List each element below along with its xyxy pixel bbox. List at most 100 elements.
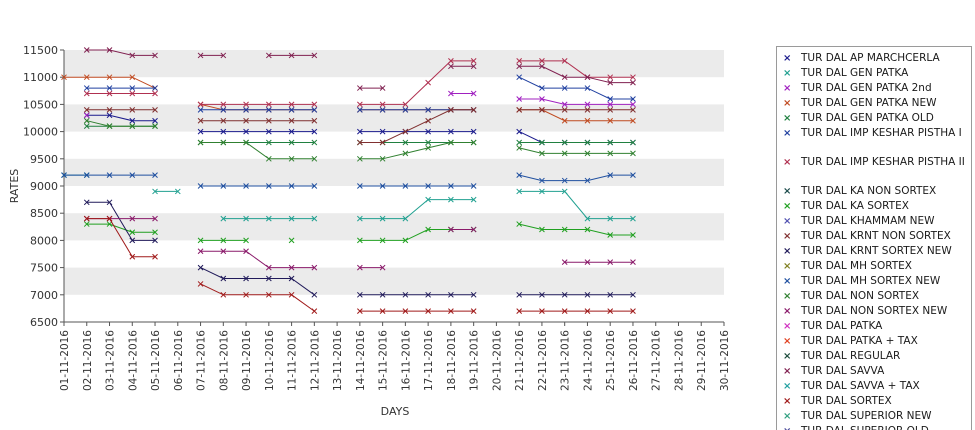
legend-label: TUR DAL KHAMMAM NEW [801, 215, 935, 227]
data-point [539, 139, 545, 146]
y-tick-label: 11500 [23, 44, 58, 57]
data-point [630, 79, 636, 86]
data-point [425, 79, 431, 86]
data-point [197, 52, 204, 59]
data-point [220, 101, 227, 108]
data-point [630, 232, 636, 238]
series-line [86, 109, 633, 143]
data-point [539, 85, 545, 91]
data-point [584, 117, 591, 124]
data-point [311, 291, 318, 298]
legend-label: TUR DAL MH SORTEX [801, 260, 912, 272]
data-point [311, 215, 318, 222]
legend-marker-icon: × [783, 231, 792, 242]
data-point [83, 199, 90, 206]
x-tick-label: 23-11-2016 [560, 330, 572, 391]
data-point [448, 291, 454, 298]
data-point [607, 232, 614, 238]
data-point [106, 215, 113, 222]
series-line [86, 218, 633, 312]
data-point [197, 117, 204, 124]
data-point [584, 226, 591, 233]
data-point [197, 264, 204, 271]
data-point [357, 106, 363, 113]
x-axis-label: DAYS [381, 405, 410, 418]
data-point [83, 47, 90, 53]
data-point [357, 291, 363, 298]
data-point [152, 106, 158, 113]
data-point [561, 85, 568, 91]
data-point [470, 58, 477, 64]
series-line [450, 93, 633, 105]
legend-marker-icon: × [783, 291, 792, 302]
legend-label: TUR DAL NON SORTEX [801, 290, 920, 302]
data-point [607, 215, 614, 222]
data-point [561, 308, 568, 314]
data-point [311, 139, 318, 146]
data-point [561, 58, 568, 64]
x-tick-label: 05-11-2016 [150, 330, 162, 391]
legend-label: TUR DAL SAVVA [801, 365, 885, 377]
x-tick-label: 27-11-2016 [651, 330, 663, 391]
x-tick-label: 11-11-2016 [287, 330, 299, 391]
y-tick-label: 7500 [30, 262, 58, 275]
data-point [448, 196, 454, 203]
data-point [584, 74, 591, 81]
x-tick-label: 12-11-2016 [309, 330, 321, 391]
data-point [630, 259, 636, 266]
data-point [516, 58, 523, 64]
legend-marker-icon: × [783, 351, 792, 362]
data-point [357, 237, 363, 244]
data-point [607, 101, 614, 108]
y-tick-label: 8500 [30, 207, 58, 220]
data-point [630, 96, 636, 102]
legend-marker-icon: × [783, 411, 792, 422]
data-point [584, 291, 591, 298]
data-point [539, 188, 545, 195]
data-point [516, 308, 523, 314]
data-point [402, 237, 409, 244]
data-point [379, 215, 386, 222]
x-tick-label: 07-11-2016 [196, 330, 208, 391]
data-point [470, 63, 477, 70]
data-point [61, 74, 67, 81]
legend-label: TUR DAL PATKA + TAX [801, 335, 918, 347]
data-point [265, 215, 272, 222]
data-point [129, 237, 136, 244]
data-point [265, 128, 272, 135]
data-point [516, 106, 523, 113]
data-point [106, 106, 113, 113]
data-point [106, 90, 113, 97]
legend-marker-icon: × [783, 113, 792, 124]
data-point [220, 215, 227, 222]
x-tick-label: 17-11-2016 [423, 330, 435, 391]
data-point [448, 58, 454, 64]
data-point [584, 177, 591, 184]
x-tick-label: 29-11-2016 [696, 330, 708, 391]
data-point [425, 226, 431, 233]
data-point [197, 139, 204, 146]
data-point [288, 264, 295, 271]
data-point [197, 128, 204, 135]
data-point [630, 117, 636, 124]
x-tick-label: 10-11-2016 [264, 330, 276, 391]
x-tick-label: 08-11-2016 [218, 330, 230, 391]
data-point [584, 308, 591, 314]
data-point [311, 308, 318, 314]
legend-marker-icon: × [783, 366, 792, 377]
data-point [243, 101, 249, 108]
data-point [265, 117, 272, 124]
legend-marker-icon: × [783, 186, 792, 197]
legend-marker-icon: × [783, 396, 792, 407]
data-point [220, 248, 227, 255]
data-point [83, 112, 90, 119]
data-point [243, 128, 249, 135]
y-tick-label: 11000 [23, 71, 58, 84]
grid-band [64, 50, 724, 78]
data-point [425, 106, 431, 113]
data-point [197, 183, 204, 189]
data-point [288, 106, 295, 113]
data-point [448, 63, 454, 70]
data-point [288, 128, 295, 135]
